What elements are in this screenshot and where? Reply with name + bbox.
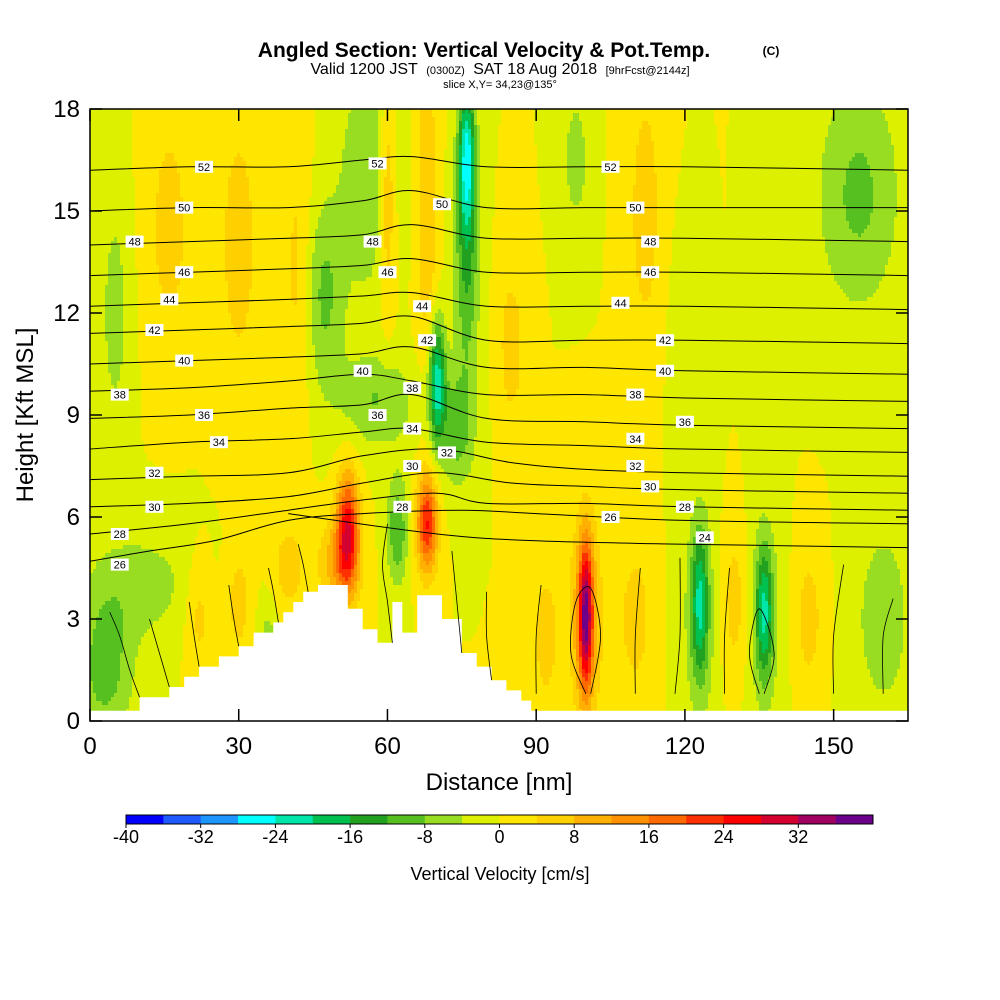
chart-subtitle: Valid 1200 JST (0300Z) SAT 18 Aug 2018 [… xyxy=(310,61,689,78)
subtitle-valid: Valid 1200 JST xyxy=(310,61,418,78)
subtitle-forecast: [9hrFcst@2144z] xyxy=(606,65,690,77)
chart-title: Angled Section: Vertical Velocity & Pot.… xyxy=(258,39,710,62)
slice-label: slice X,Y= 34,23@135° xyxy=(443,79,557,91)
figure: Angled Section: Vertical Velocity & Pot.… xyxy=(0,0,1000,1000)
subtitle-zulu: (0300Z) xyxy=(426,65,465,77)
chart-title-unit: (C) xyxy=(763,44,780,58)
subtitle-date: SAT 18 Aug 2018 xyxy=(473,61,597,78)
